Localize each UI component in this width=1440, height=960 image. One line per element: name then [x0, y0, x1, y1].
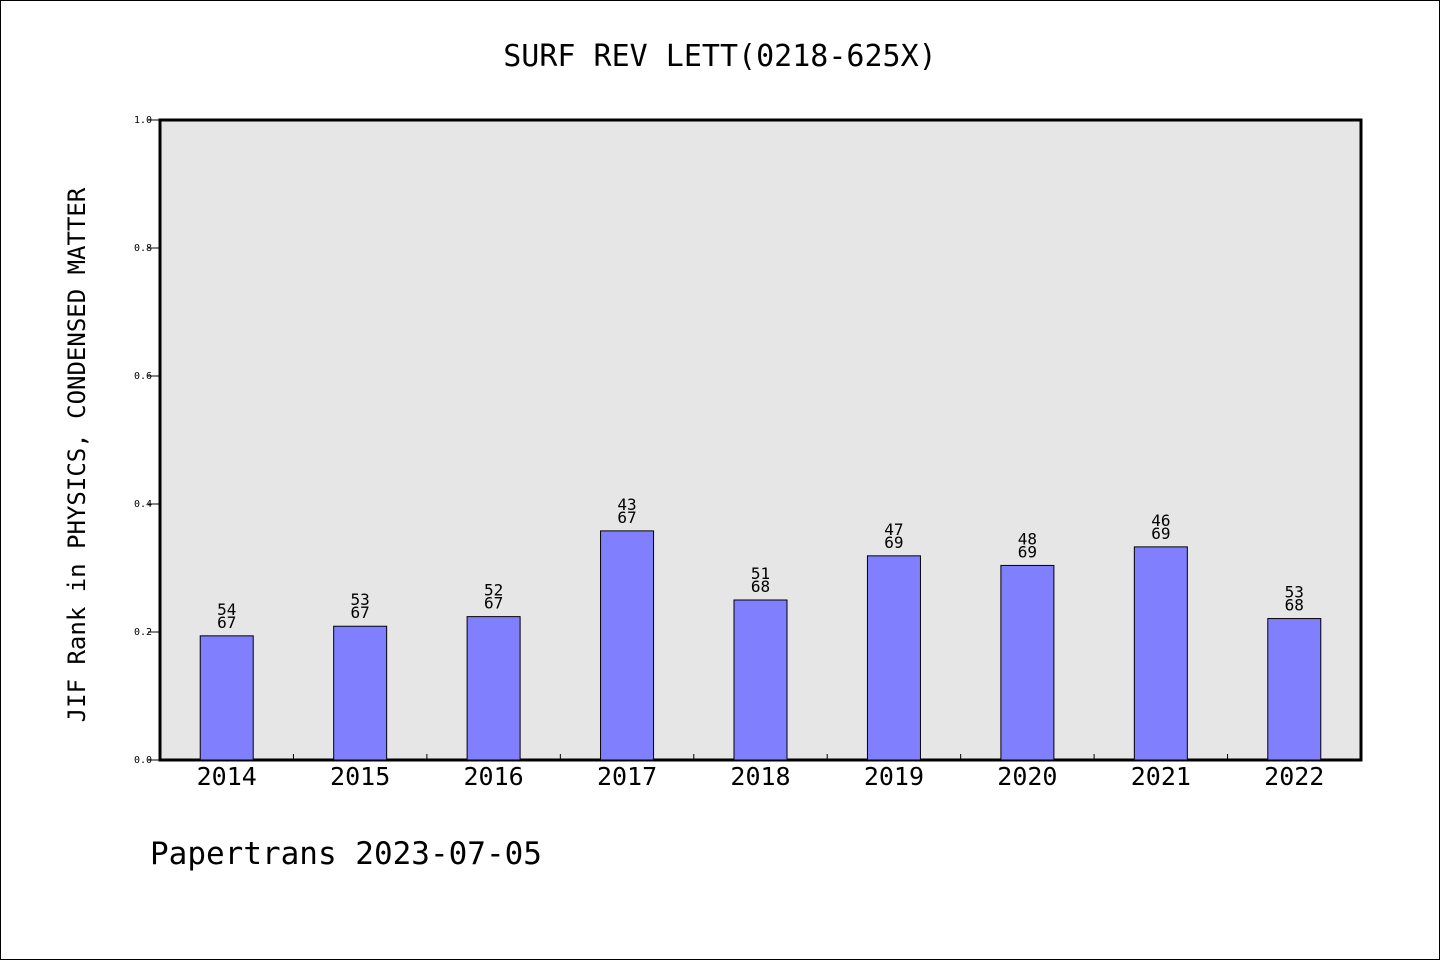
bar-rank-label: 51 — [751, 564, 770, 583]
bar-total-label: 68 — [751, 577, 770, 596]
y-tick-label: 0.2 — [134, 627, 152, 638]
bar-rank-label: 52 — [484, 581, 503, 600]
bar — [600, 530, 655, 761]
bar-rank-label: 54 — [217, 600, 236, 619]
bar — [866, 555, 921, 761]
x-tick-label: 2017 — [597, 762, 657, 791]
bar-rank-label: 48 — [1018, 529, 1037, 548]
x-tick-label: 2020 — [997, 762, 1057, 791]
bar — [733, 599, 788, 761]
footer-source: Papertrans 2023-07-05 — [150, 836, 542, 872]
y-tick-label: 0.6 — [134, 371, 152, 382]
x-tick-label: 2021 — [1131, 762, 1191, 791]
x-tick-label: 2015 — [330, 762, 390, 791]
chart-title: SURF REV LETT(0218-625X) — [503, 39, 936, 74]
y-tick-label: 1.0 — [134, 115, 152, 126]
y-axis-ticks: 0.0 0.2 0.4 0.6 0.8 1.0 — [134, 115, 160, 766]
x-axis-ticks: 2014 2015 2016 2017 2018 2019 2020 2021 2022 — [197, 754, 1324, 791]
x-tick-label: 2014 — [197, 762, 257, 791]
bar-total-label: 67 — [351, 603, 370, 622]
x-tick-label: 2016 — [464, 762, 524, 791]
bar-rank-label: 53 — [1285, 583, 1304, 602]
bar-rank-label: 43 — [617, 495, 636, 514]
bar-total-label: 67 — [217, 613, 236, 632]
x-tick-label: 2019 — [864, 762, 924, 791]
y-tick-label: 0.4 — [134, 499, 152, 510]
bar-total-label: 69 — [884, 533, 903, 552]
bar — [1267, 618, 1322, 761]
bar — [1000, 564, 1055, 761]
bar — [199, 635, 254, 761]
bar-rank-label: 47 — [884, 520, 903, 539]
bar-total-label: 67 — [484, 594, 503, 613]
bar-total-label: 67 — [617, 508, 636, 527]
y-tick-label: 0.8 — [134, 243, 152, 254]
y-tick-label: 0.0 — [134, 755, 152, 766]
bar-rank-label: 46 — [1151, 511, 1170, 530]
bar-total-label: 69 — [1018, 542, 1037, 561]
bar — [1133, 546, 1188, 761]
bar-total-label: 69 — [1151, 524, 1170, 543]
bar — [466, 616, 521, 761]
bar-total-label: 68 — [1285, 596, 1304, 615]
x-tick-label: 2018 — [730, 762, 790, 791]
bar — [333, 625, 388, 761]
y-axis-label: JIF Rank in PHYSICS, CONDENSED MATTER — [63, 187, 91, 722]
bar-rank-label: 53 — [351, 590, 370, 609]
x-tick-label: 2022 — [1264, 762, 1324, 791]
